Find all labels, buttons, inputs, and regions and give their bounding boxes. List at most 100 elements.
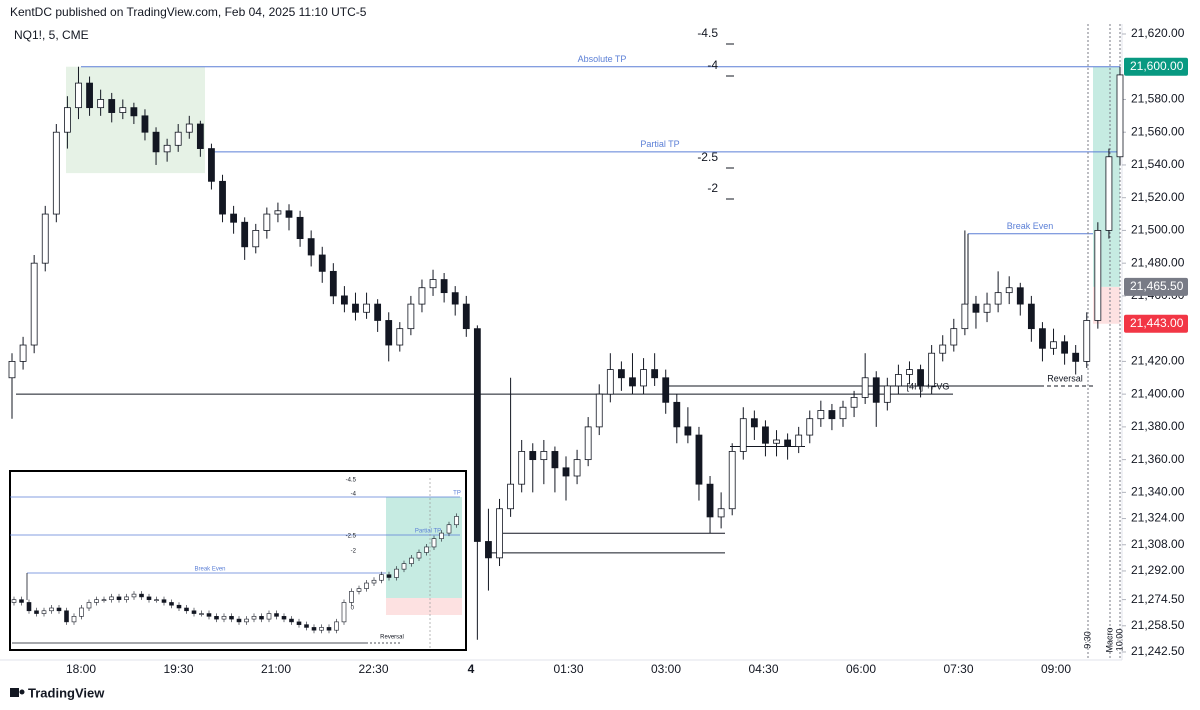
candle-body	[418, 287, 426, 305]
session-label: 10:00	[1114, 629, 1124, 652]
inset-candle	[244, 618, 249, 623]
inset-candle	[49, 607, 54, 612]
candle-body	[817, 410, 825, 420]
inset-candle	[131, 593, 137, 598]
x-tick-label: 01:30	[553, 662, 583, 676]
session-label: 9:30	[1082, 631, 1092, 649]
inset-candle	[416, 552, 422, 559]
candle-body	[551, 451, 559, 469]
y-tick-label: 21,360.00	[1131, 452, 1185, 466]
inset-candle	[446, 524, 452, 534]
candle-body	[540, 451, 548, 461]
candle-body	[174, 131, 182, 146]
candle-body	[252, 230, 260, 248]
candle-body	[152, 131, 160, 153]
candle-body	[895, 374, 902, 387]
candle-body	[8, 360, 16, 379]
candle-body	[584, 426, 592, 461]
candle-body	[340, 295, 348, 305]
candle-body	[883, 385, 891, 403]
x-tick-label: 22:30	[358, 662, 388, 676]
x-tick-label: 06:00	[846, 662, 876, 676]
y-tick-label: 21,324.00	[1131, 511, 1185, 525]
price-tag-label: 21,600.00	[1130, 59, 1184, 73]
candle-body	[961, 303, 969, 330]
candle-body	[994, 292, 1002, 305]
inset-candle	[236, 618, 242, 623]
y-tick-label: 21,480.00	[1131, 255, 1185, 269]
candle-body	[728, 451, 736, 510]
inset-candle	[86, 602, 92, 609]
candle-body	[363, 303, 370, 313]
candle-body	[972, 303, 980, 313]
candle-body	[329, 270, 337, 297]
candle-body	[119, 107, 127, 113]
inset-candle	[191, 610, 197, 614]
candle-body	[717, 508, 725, 518]
y-tick-label: 21,580.00	[1131, 92, 1185, 106]
y-tick-label: 21,560.00	[1131, 124, 1185, 138]
candle-body	[41, 213, 49, 264]
candle-body	[64, 107, 71, 133]
inset-candle	[259, 616, 264, 620]
candle-body	[872, 377, 880, 403]
inset-candle	[176, 604, 182, 609]
inset-candle	[79, 607, 84, 617]
price-tag	[1124, 277, 1188, 296]
inset-candle	[94, 599, 99, 603]
candle-body	[706, 483, 714, 518]
inset-candle	[424, 546, 429, 553]
publisher-line: KentDC published on TradingView.com, Feb…	[10, 5, 367, 19]
candle-body	[219, 180, 226, 215]
candle-body	[651, 369, 659, 379]
price-tag-label: 21,465.50	[1130, 279, 1184, 293]
session-label: Macro	[1104, 627, 1114, 652]
inset-candle	[56, 607, 62, 612]
candle-body	[750, 418, 758, 428]
candle-body	[1016, 287, 1024, 305]
inset-candle	[334, 621, 339, 631]
inset-candle	[431, 538, 437, 548]
inset-candle	[341, 602, 347, 623]
inset-candle	[109, 596, 114, 600]
candle-body	[385, 320, 393, 346]
inset-candle	[311, 627, 317, 631]
inset-candle	[124, 596, 129, 600]
y-tick-label: 21,258.50	[1131, 618, 1185, 632]
price-tag	[1124, 314, 1188, 333]
inset-candle	[169, 602, 174, 606]
candle-body	[773, 439, 780, 444]
candle-body	[673, 401, 681, 428]
candle-body	[695, 434, 703, 485]
candle-body	[518, 451, 526, 485]
y-tick-label: 21,242.50	[1131, 644, 1185, 658]
candle-body	[1005, 287, 1013, 294]
x-tick-label: 04:30	[748, 662, 778, 676]
candle-body	[850, 397, 858, 408]
fib-label: -4	[707, 58, 718, 72]
inset-label: Reversal	[380, 635, 404, 641]
inset-candle	[454, 516, 459, 526]
tradingview-logo: TradingView	[10, 685, 105, 700]
candle-body	[196, 123, 204, 149]
inset-candle	[319, 627, 324, 631]
inset-label: 0	[351, 606, 355, 612]
inset-candle	[326, 627, 332, 631]
candle-body	[629, 377, 636, 387]
candle-body	[507, 483, 515, 510]
candle-body	[407, 303, 415, 330]
candle-body	[928, 352, 936, 387]
candle-body	[1094, 230, 1102, 321]
candle-body	[52, 131, 60, 215]
candle-body	[917, 369, 924, 387]
fib-label: -4.5	[697, 26, 718, 40]
inset-candle	[439, 532, 444, 539]
candle-body	[30, 262, 38, 346]
candle-body	[108, 99, 116, 113]
inset-candle	[64, 610, 69, 623]
inset-label: Partial TP	[415, 529, 441, 535]
candle-body	[296, 216, 304, 240]
y-tick-label: 21,274.50	[1131, 592, 1185, 606]
level-label: Reversal	[1047, 373, 1083, 383]
inset-candle	[371, 579, 377, 584]
